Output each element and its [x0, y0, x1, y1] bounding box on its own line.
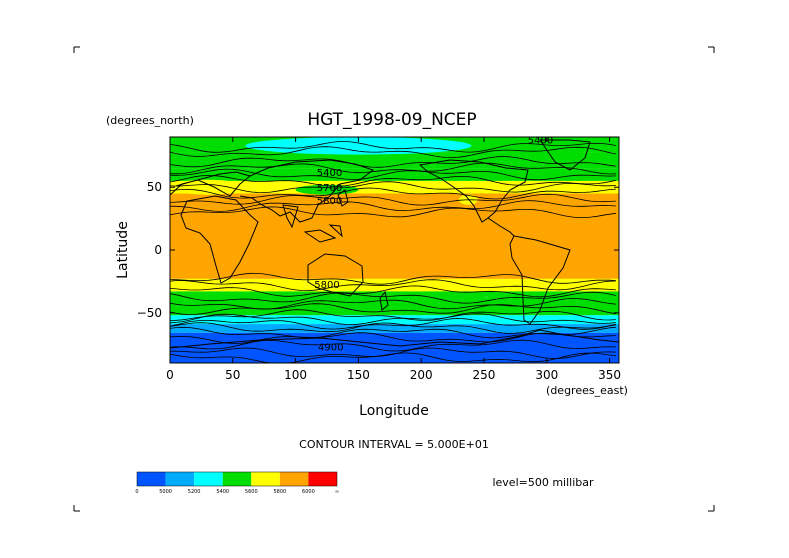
- colorbar-swatch: [251, 472, 280, 486]
- contour-line: [170, 141, 616, 153]
- x-tick-label: 150: [347, 368, 370, 382]
- colorbar-swatch: [308, 472, 337, 486]
- colorbar-swatch: [194, 472, 223, 486]
- colorbar-swatch: [165, 472, 195, 486]
- contour-line: [170, 206, 616, 218]
- colorbar-label: 5000: [159, 489, 172, 495]
- contour-line: [170, 279, 616, 292]
- contour-line: [170, 187, 616, 200]
- contour-line: [170, 309, 616, 321]
- contour-line: [170, 162, 616, 175]
- x-tick-label: 0: [166, 368, 174, 382]
- contour-line: [170, 146, 616, 159]
- contour-line: [170, 168, 616, 181]
- contour-line: [170, 298, 616, 310]
- contour-line: [170, 291, 616, 304]
- contour-line: [170, 352, 616, 363]
- contour-line: [170, 200, 616, 212]
- contour-label: 5400: [317, 168, 342, 179]
- contour-label: 5700: [317, 183, 342, 194]
- contour-line: [170, 339, 616, 352]
- contour-line: [170, 332, 616, 344]
- x-tick-label: 300: [535, 368, 558, 382]
- contour-line: [170, 303, 616, 316]
- contour-band: [170, 152, 619, 169]
- y-tick-label: 50: [147, 180, 162, 194]
- corner-marks: [73, 46, 715, 512]
- contour-line: [170, 313, 616, 326]
- y-axis-units: (degrees_north): [106, 114, 194, 127]
- contour-line: [170, 318, 616, 330]
- x-tick-label: 350: [598, 368, 621, 382]
- contour-label: 5800: [317, 196, 342, 207]
- contour-line: [170, 285, 616, 298]
- coastlines: [170, 139, 619, 349]
- x-tick-label: 100: [284, 368, 307, 382]
- level-label: level=500 millibar: [492, 476, 594, 489]
- x-axis-units: (degrees_east): [546, 384, 628, 397]
- colorbar-label: 5400: [216, 489, 229, 495]
- colorbar-label: 5800: [273, 489, 286, 495]
- x-axis-label: Longitude: [359, 403, 429, 419]
- x-axis-ticks: 0 50 100 150 200 250 300 350: [166, 137, 621, 382]
- y-axis-ticks: 50 0 −50: [137, 180, 619, 320]
- y-tick-label: −50: [137, 306, 162, 320]
- colorbar-label: 6000: [302, 489, 315, 495]
- colorbar-label: 5200: [188, 489, 201, 495]
- y-axis-label: Latitude: [115, 221, 131, 279]
- colorbar: 0 5000 5200 5400 5600 5800 6000 ∞: [135, 471, 339, 495]
- chart-title: HGT_1998-09_NCEP: [307, 110, 476, 130]
- contour-line: [170, 193, 616, 206]
- contour-region: [170, 179, 246, 195]
- contour-line: [170, 322, 616, 334]
- contour-band: [170, 303, 619, 316]
- x-tick-label: 200: [410, 368, 433, 382]
- contour-label-group: 5400 5400 5700 5800 5800 4900: [314, 136, 553, 354]
- contour-band: [170, 324, 619, 333]
- contour-label: 5400: [528, 136, 553, 147]
- contour-band: [170, 291, 619, 304]
- contour-label: 5800: [314, 280, 339, 291]
- colorbar-swatch: [222, 472, 252, 486]
- contour-line: [170, 181, 616, 194]
- colorbar-frame: [136, 471, 338, 487]
- contour-band: [170, 315, 619, 325]
- contour-lines: [170, 141, 616, 363]
- contour-line: [170, 272, 616, 285]
- colorbar-swatch: [137, 472, 166, 486]
- contour-band: [170, 168, 619, 181]
- contour-interval-label: CONTOUR INTERVAL = 5.000E+01: [299, 438, 489, 451]
- contour-label: 4900: [318, 343, 343, 354]
- colorbar-label: ∞: [335, 489, 339, 495]
- x-tick-label: 50: [225, 368, 240, 382]
- y-tick-label: 0: [154, 243, 162, 257]
- colorbar-swatch: [279, 472, 309, 486]
- colorbar-label: 5600: [245, 489, 258, 495]
- colorbar-label: 0: [135, 489, 138, 495]
- x-tick-label: 250: [473, 368, 496, 382]
- contour-line: [170, 156, 616, 168]
